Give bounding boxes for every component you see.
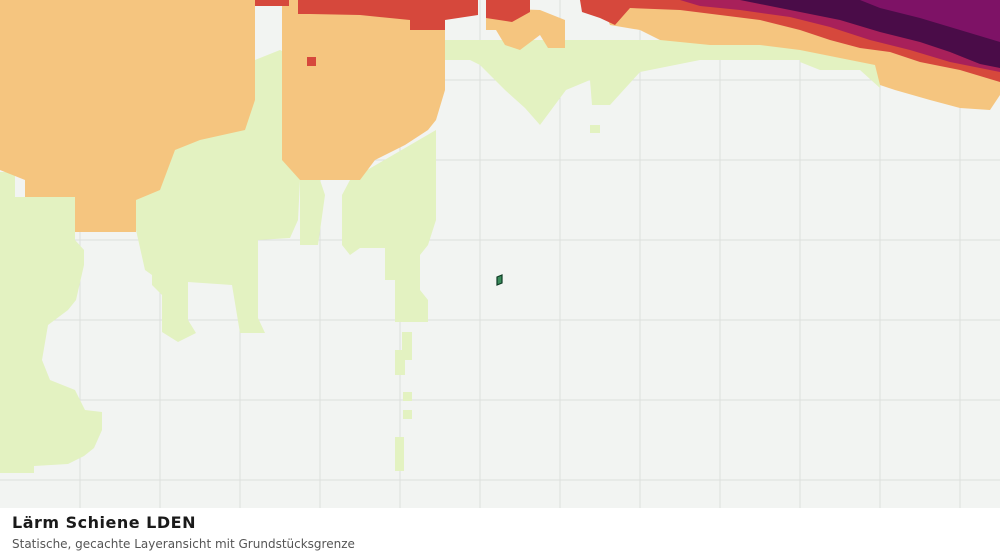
noise-zone-low	[0, 22, 880, 473]
map-view	[0, 0, 1000, 508]
noise-zone-extreme	[860, 0, 1000, 42]
parcel-boundary	[496, 274, 503, 286]
layer-subtitle: Statische, gecachte Layeransicht mit Gru…	[12, 537, 355, 551]
layer-title: Lärm Schiene LDEN	[12, 513, 196, 532]
